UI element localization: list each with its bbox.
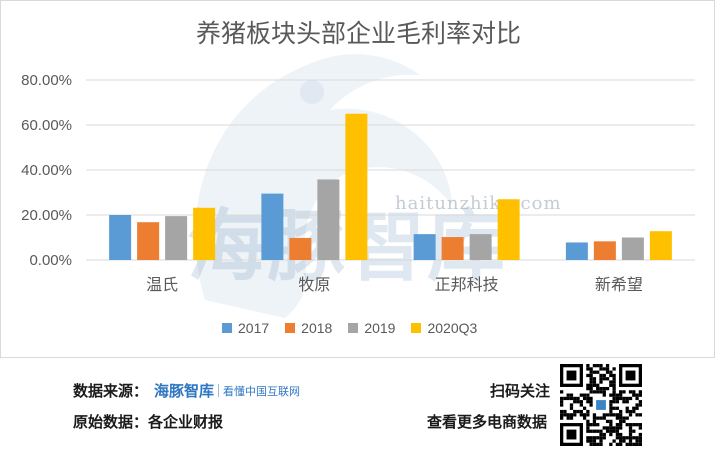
brand-slogan: 看懂中国互联网: [223, 384, 301, 398]
y-tick-label: 40.00%: [21, 162, 72, 179]
bar-2017-1: [261, 193, 284, 260]
bar-2018-0: [137, 222, 160, 260]
bar-2020Q3-2: [497, 199, 520, 260]
chart-title: 养猪板块头部企业毛利率对比: [195, 19, 521, 48]
y-tick-label: 0.00%: [29, 252, 72, 269]
bar-2019-3: [621, 237, 644, 260]
legend-label: 2017: [238, 320, 270, 336]
bar-2017-2: [413, 234, 436, 260]
bar-2020Q3-1: [345, 113, 368, 260]
x-tick-label: 正邦科技: [435, 275, 499, 294]
brand-divider: [218, 384, 220, 397]
legend-swatch: [285, 323, 296, 333]
more-data-label: 查看更多电商数据: [427, 413, 548, 431]
y-tick-label: 60.00%: [21, 117, 72, 134]
bar-chart: 0.00% 20.00% 40.00% 60.00% 80.00% 温氏 牧原 正邦科技 新希望: [21, 72, 695, 294]
y-tick-label: 20.00%: [21, 207, 72, 224]
bar-2019-1: [317, 179, 340, 260]
bar-2017-3: [565, 242, 588, 260]
bar-2018-3: [593, 241, 616, 260]
brand-name: 海豚智库: [154, 382, 215, 400]
scan-follow-label: 扫码关注: [490, 382, 551, 400]
bar-2020Q3-0: [193, 207, 216, 260]
legend-label: 2018: [301, 320, 333, 336]
bar-2018-1: [289, 237, 312, 260]
legend-swatch: [222, 323, 232, 333]
footer: 数据来源： 海豚智库 看懂中国互联网 原始数据：各企业财报 扫码关注 查看更多电…: [0, 358, 717, 450]
source-label: 数据来源：: [73, 382, 149, 400]
legend-label: 2020Q3: [427, 320, 478, 336]
bar-2019-0: [165, 216, 188, 260]
legend-item: 2019: [348, 320, 395, 336]
bar-2019-2: [469, 234, 492, 260]
legend-item: 2017: [222, 320, 269, 336]
bar-2017-0: [109, 215, 132, 260]
bar-2020Q3-3: [649, 231, 672, 260]
y-tick-label: 80.00%: [21, 72, 72, 89]
legend-swatch: [411, 323, 422, 333]
original-data-label: 原始数据：各企业财报: [73, 413, 224, 431]
x-tick-label: 新希望: [595, 275, 643, 294]
chart-legend: 2017 2018 2019 2020Q3: [222, 318, 477, 338]
legend-item: 2018: [285, 320, 332, 336]
qr-code-icon[interactable]: [560, 364, 642, 446]
bar-2018-2: [441, 237, 464, 260]
legend-label: 2019: [364, 320, 396, 336]
x-tick-label: 温氏: [146, 275, 178, 294]
legend-swatch: [348, 323, 359, 333]
x-tick-label: 牧原: [298, 275, 330, 294]
legend-item: 2020Q3: [411, 320, 477, 336]
brand-logo: 海豚智库 看懂中国互联网: [154, 380, 300, 401]
